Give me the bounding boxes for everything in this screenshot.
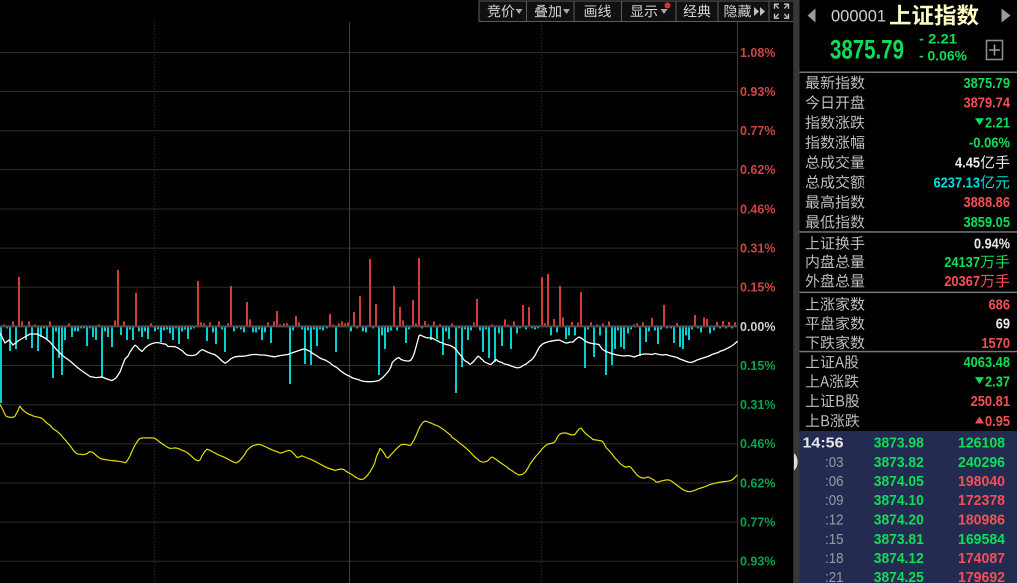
svg-text:- 2.21: - 2.21	[919, 32, 958, 47]
svg-text:179692: 179692	[958, 569, 1005, 583]
svg-text:3873.81: 3873.81	[874, 531, 924, 548]
svg-text:0.15%: 0.15%	[740, 359, 775, 373]
svg-text::21: :21	[825, 569, 844, 583]
svg-text:0.77%: 0.77%	[740, 516, 775, 530]
svg-text:0.95: 0.95	[985, 414, 1010, 430]
svg-text:-0.06%: -0.06%	[969, 136, 1010, 152]
svg-text:20367: 20367	[944, 274, 980, 290]
svg-text:3873.82: 3873.82	[874, 454, 924, 471]
svg-text:0.15%: 0.15%	[740, 281, 775, 295]
svg-text:0.93%: 0.93%	[740, 555, 775, 569]
svg-text:0.93%: 0.93%	[740, 85, 775, 99]
svg-text:3874.10: 3874.10	[874, 492, 924, 509]
svg-text:1.08%: 1.08%	[740, 46, 775, 60]
svg-text:24137: 24137	[944, 255, 980, 271]
svg-text:0.31%: 0.31%	[740, 242, 775, 256]
svg-text:3874.20: 3874.20	[874, 512, 924, 529]
svg-text:3874.05: 3874.05	[874, 473, 924, 490]
svg-text:3874.12: 3874.12	[874, 550, 924, 567]
svg-text:172378: 172378	[958, 492, 1005, 509]
svg-text:2.37: 2.37	[985, 375, 1010, 391]
svg-text:3874.25: 3874.25	[874, 569, 924, 583]
svg-text::15: :15	[825, 531, 844, 548]
svg-text:0.77%: 0.77%	[740, 124, 775, 138]
svg-text:3873.98: 3873.98	[874, 435, 924, 452]
svg-text:198040: 198040	[958, 473, 1005, 490]
svg-text:0.62%: 0.62%	[740, 163, 775, 177]
svg-text:- 0.06%: - 0.06%	[919, 49, 967, 64]
svg-text:174087: 174087	[958, 550, 1005, 567]
svg-text:2.21: 2.21	[985, 116, 1010, 132]
svg-text:3875.79: 3875.79	[964, 76, 1011, 92]
svg-text:0.00%: 0.00%	[740, 320, 775, 334]
svg-text::18: :18	[825, 550, 844, 567]
svg-text:3888.86: 3888.86	[964, 195, 1011, 211]
svg-text:126108: 126108	[958, 435, 1005, 452]
svg-text::03: :03	[825, 454, 844, 471]
svg-text:14:56: 14:56	[803, 435, 844, 452]
svg-text:686: 686	[989, 297, 1011, 313]
svg-text:1570: 1570	[981, 336, 1010, 352]
svg-text:3859.05: 3859.05	[964, 215, 1011, 231]
svg-text::12: :12	[825, 512, 844, 529]
svg-text:3875.79: 3875.79	[830, 35, 904, 65]
svg-text:0.62%: 0.62%	[740, 476, 775, 490]
svg-text:169584: 169584	[958, 531, 1006, 548]
svg-text:000001: 000001	[831, 7, 886, 25]
svg-text:0.31%: 0.31%	[740, 398, 775, 412]
svg-text:4.45: 4.45	[955, 155, 980, 171]
svg-text:250.81: 250.81	[971, 394, 1010, 410]
svg-text:4063.48: 4063.48	[964, 355, 1011, 371]
svg-text:0.46%: 0.46%	[740, 202, 775, 216]
svg-text:240296: 240296	[958, 454, 1005, 471]
svg-text:0.94%: 0.94%	[974, 236, 1010, 252]
svg-text:3879.74: 3879.74	[964, 96, 1011, 112]
svg-text::09: :09	[825, 492, 844, 509]
svg-text:69: 69	[996, 317, 1010, 333]
svg-text:6237.13: 6237.13	[934, 175, 981, 191]
svg-text:0.46%: 0.46%	[740, 437, 775, 451]
svg-text:180986: 180986	[958, 512, 1005, 529]
svg-text::06: :06	[825, 473, 844, 490]
